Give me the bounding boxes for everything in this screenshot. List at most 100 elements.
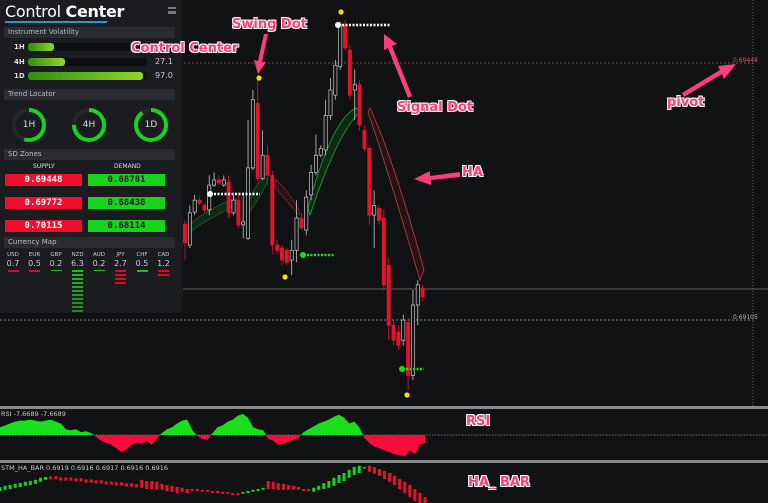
volatility-value: 27.1 [155, 56, 173, 66]
ha-bar-bear [49, 476, 53, 480]
candle-bear [396, 331, 401, 346]
ha-bar-bear [200, 489, 204, 492]
candle-bull [411, 304, 415, 376]
candle-bull [318, 148, 323, 156]
ha-bar-bear [190, 489, 194, 491]
ha-bar-bear [170, 485, 174, 492]
title-light: Control [5, 2, 61, 21]
candle-bull [241, 221, 246, 226]
ha-bar-separator[interactable] [0, 460, 768, 463]
sd-zones-header: SD Zones [4, 149, 175, 160]
ha-bar-bear [393, 475, 397, 485]
candle-bull [231, 199, 236, 214]
currency-strength: 1.2 [157, 259, 170, 268]
currency-code: USD [7, 252, 19, 258]
candle-bull [187, 212, 192, 246]
ha-bar-bear [140, 479, 144, 488]
supply-zone[interactable]: 0.70115 [5, 220, 82, 232]
currency-aud: AUD 0.2 [89, 252, 109, 271]
rsi-separator[interactable] [0, 406, 768, 409]
ha-bar-bear [94, 480, 98, 484]
supply-zone[interactable]: 0.69772 [5, 197, 82, 209]
ha-bar-bull [246, 491, 250, 493]
trend-ring-arc [72, 108, 106, 142]
ha-bar-bear [145, 481, 149, 489]
arrow-icon [414, 171, 460, 185]
supply-zone[interactable]: 0.69448 [5, 174, 82, 186]
annotation-rsi: RSI [466, 414, 491, 429]
candle-bear [183, 223, 187, 244]
ha-bar-bear [221, 491, 225, 494]
candle-bear [357, 84, 362, 126]
trend-ring-label: 4H [82, 120, 96, 130]
candle-bear [255, 103, 260, 179]
ha-bar-bear [165, 485, 169, 491]
candle-bull [333, 64, 338, 96]
currency-strength-bar [93, 270, 105, 271]
ha-bar-bear [135, 484, 139, 488]
currency-strength-bar [72, 282, 83, 284]
currency-gbp: GBP 0.2 [46, 252, 66, 271]
ha-cloud-bear [367, 107, 425, 282]
candle-bear [275, 244, 280, 251]
ha-bar-bull [256, 489, 260, 491]
currency-strength: 6.3 [71, 259, 84, 268]
swing-dot [404, 392, 410, 398]
ha-bar-bull [312, 487, 316, 492]
currency-strength-bar [115, 282, 126, 284]
currency-code: CAD [157, 252, 170, 258]
candle-bear [217, 179, 221, 184]
ha-bar-bear [236, 493, 240, 495]
ha-bar-bull [261, 487, 265, 490]
candle-bear [280, 247, 284, 261]
signal-dot-start [207, 191, 213, 197]
ha-bar-bull [327, 481, 331, 488]
candle-bull [207, 184, 212, 211]
currency-nzd: NZD 6.3 [68, 252, 88, 312]
trend-ring-arc [12, 108, 46, 142]
ha-bar-bear [99, 480, 103, 484]
ha-bar-bull [241, 491, 245, 494]
annotation-arrows [112, 8, 736, 185]
ha-bar-bull [251, 489, 255, 492]
trend-ring-arc [134, 108, 168, 142]
ha-bar-bear [185, 489, 189, 493]
ha-bar-bear [383, 471, 387, 479]
ha-bar-bear [297, 487, 301, 490]
demand-zone[interactable]: 0.68114 [88, 220, 165, 232]
ha-bar-label: STM_HA_BAR 0.6919 0.6916 0.6917 0.6916 0… [1, 464, 169, 472]
trend-ring-label: 1H [22, 120, 36, 130]
title-underline [5, 21, 107, 23]
volatility-value: 97.0 [155, 71, 173, 80]
signal-dot-start [300, 252, 306, 258]
ha-bar-bull [18, 483, 22, 487]
volatility-bar [28, 72, 147, 80]
currency-strength-bar [136, 270, 148, 272]
menu-icon[interactable] [168, 7, 176, 14]
currency-eur: EUR 0.5 [25, 252, 45, 272]
ha-bar-bear [175, 487, 179, 493]
ha-bar-bear [418, 493, 422, 503]
volatility-row-1h: 1H [0, 42, 183, 52]
candle-bear [202, 205, 207, 211]
candle-bull [314, 154, 318, 173]
ha-clouds [189, 107, 425, 282]
ha-bar-bear [64, 477, 68, 481]
supply-label: SUPPLY [33, 163, 55, 170]
currency-strength: 0.2 [49, 259, 63, 268]
ha-bar-bear [195, 489, 199, 491]
rsi-label: RSI -7.6689 -7.6689 [1, 410, 66, 418]
candle-bull [304, 196, 309, 231]
ha-bar-bull [0, 487, 2, 491]
candle-bull [260, 154, 265, 179]
candle-bear [343, 24, 348, 49]
demand-zone[interactable]: 0.68438 [88, 197, 165, 209]
candle-bull [401, 319, 406, 341]
candle-bear [299, 217, 304, 229]
currency-strength-bar [72, 270, 83, 272]
arrow-icon [682, 64, 736, 97]
demand-zone[interactable]: 0.68781 [88, 174, 165, 186]
ha-bar-bull [28, 481, 32, 485]
ha-bar-bull [23, 481, 27, 486]
